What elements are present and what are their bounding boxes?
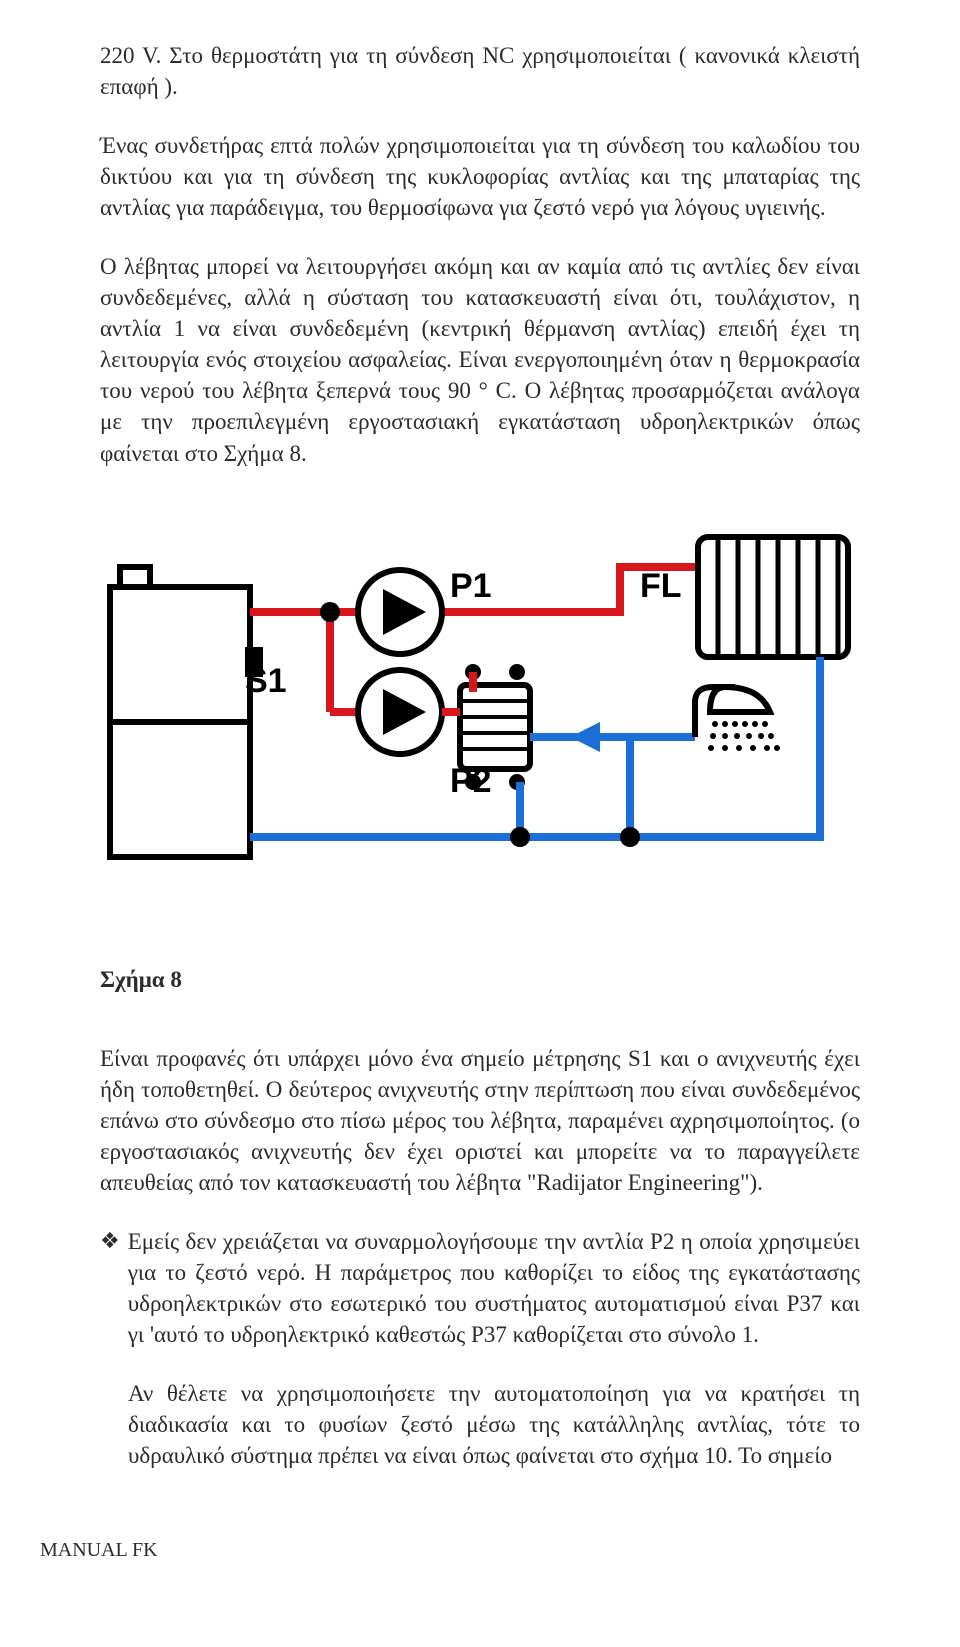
paragraph-3: Ο λέβητας μπορεί να λειτουργήσει ακόμη κ… bbox=[100, 251, 860, 468]
footer-text: MANUAL FK bbox=[0, 1539, 960, 1562]
paragraph-5: Αν θέλετε να χρησιμοποιήσετε την αυτοματ… bbox=[128, 1378, 860, 1471]
bullet-text-1: Εμείς δεν χρειάζεται να συναρμολογήσουμε… bbox=[128, 1226, 860, 1350]
label-s1: S1 bbox=[245, 662, 287, 700]
paragraph-4: Είναι προφανές ότι υπάρχει μόνο ένα σημε… bbox=[100, 1043, 860, 1198]
label-p2: P2 bbox=[450, 762, 492, 800]
hydraulic-diagram: S1 P1 P2 FL bbox=[100, 497, 860, 927]
label-p1: P1 bbox=[450, 567, 492, 605]
paragraph-2: Ένας συνδετήρας επτά πολών χρησιμοποιείτ… bbox=[100, 130, 860, 223]
label-fl: FL bbox=[640, 567, 682, 605]
figure-caption: Σχήμα 8 bbox=[100, 967, 860, 993]
paragraph-1: 220 V. Στο θερμοστάτη για τη σύνδεση NC … bbox=[100, 40, 860, 102]
bullet-item-1: ❖ Εμείς δεν χρειάζεται να συναρμολογήσου… bbox=[100, 1226, 860, 1350]
diamond-bullet-icon: ❖ bbox=[100, 1226, 120, 1256]
